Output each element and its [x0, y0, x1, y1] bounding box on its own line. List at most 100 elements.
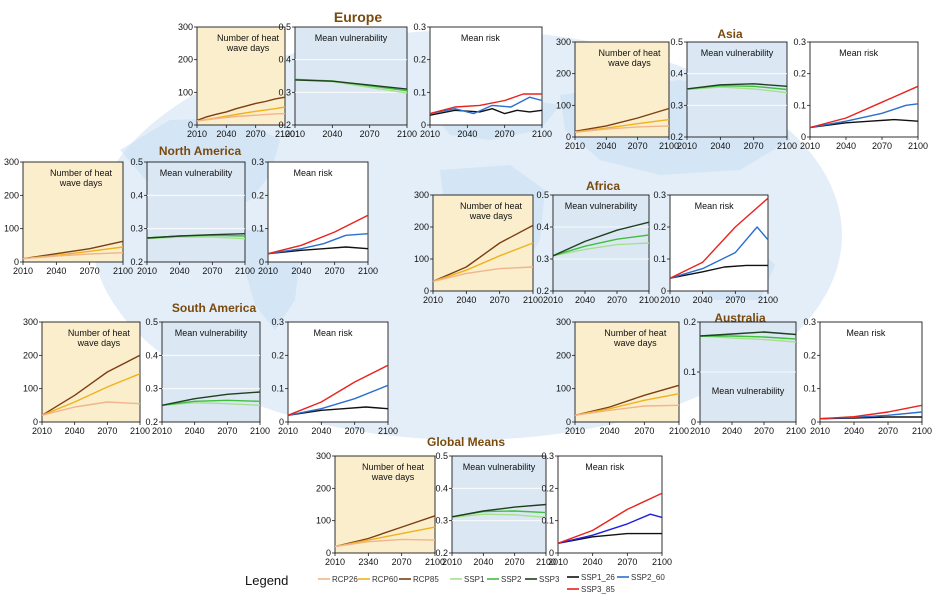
series-line-ssp3 [451, 503, 547, 518]
y-tick-label: 300 [178, 22, 193, 32]
x-tick-label: 2070 [607, 295, 627, 305]
y-tick-label: 0.1 [413, 87, 426, 97]
y-tick-label: 100 [414, 254, 429, 264]
panel-risk: 0 0.1 0.2 0.3 2010 2040 2070 2100 Mean risk [251, 157, 378, 276]
region-title: Europe [334, 9, 382, 25]
x-tick-label: 2070 [754, 426, 774, 436]
x-tick-label: 2070 [744, 141, 764, 151]
y-tick-label: 0.2 [413, 55, 426, 65]
legend-label: SSP1 [464, 575, 485, 584]
panel-title: wave days [59, 178, 103, 188]
x-tick-label: 2100 [669, 426, 689, 436]
legend-label: RCP85 [413, 575, 439, 584]
series-line-ssp1-26 [267, 246, 369, 255]
plot-area [819, 321, 923, 423]
y-tick-label: 0 [424, 286, 429, 296]
series-line-ssp2 [700, 335, 797, 340]
region-asia: Asia 0 100 200 300 2010 2040 2070 2100 Number of … [556, 27, 928, 151]
panel-title: Number of heat [460, 201, 523, 211]
series-line-rcp60 [334, 526, 436, 548]
x-tick-label: 2070 [878, 426, 898, 436]
legend-label: SSP3_85 [581, 585, 615, 594]
x-tick-label: 2070 [80, 266, 100, 276]
x-tick-label: 2070 [628, 141, 648, 151]
panel-title: Number of heat [68, 328, 131, 338]
panel-risk: 0 0.1 0.2 0.3 2010 2040 2070 2100 Mean risk [653, 190, 778, 305]
y-tick-label: 300 [556, 37, 571, 47]
y-tick-label: 200 [414, 222, 429, 232]
legend-item: SSP3 [525, 575, 560, 584]
x-tick-label: 2070 [202, 266, 222, 276]
y-tick-label: 0.5 [536, 190, 549, 200]
x-tick-label: 2010 [420, 129, 440, 139]
x-tick-label: 2010 [278, 426, 298, 436]
y-tick-label: 300 [23, 317, 38, 327]
x-tick-label: 2100 [130, 426, 150, 436]
y-tick-label: 0.2 [536, 286, 549, 296]
plot-area [161, 321, 261, 423]
x-tick-label: 2100 [912, 426, 932, 436]
panel-risk: 0 0.1 0.2 0.3 2010 2040 2070 2100 Mean risk [793, 37, 928, 151]
panel-title: Number of heat [50, 168, 113, 178]
panel-title: Number of heat [604, 328, 667, 338]
region-global-means: Global Means 0 100 200 300 2010 2340 2070 2100 Nu… [316, 435, 672, 567]
y-tick-label: 0.3 [803, 317, 816, 327]
series-line-ssp3-85 [287, 364, 389, 416]
x-tick-label: 2100 [908, 141, 928, 151]
series-line-ssp3 [146, 233, 246, 239]
series-line-rcp26 [41, 401, 141, 416]
y-tick-label: 100 [316, 516, 331, 526]
y-tick-label: 0.5 [435, 451, 448, 461]
x-tick-label: 2010 [543, 295, 563, 305]
series-line-ssp1-26 [669, 264, 768, 279]
series-line-ssp3-85 [267, 214, 369, 255]
series-line-ssp3 [686, 83, 788, 90]
x-tick-label: 2010 [565, 426, 585, 436]
series-line-ssp3-85 [809, 85, 919, 129]
series-line-rcp26 [574, 125, 670, 133]
panel-title: wave days [613, 338, 657, 348]
y-tick-label: 200 [316, 483, 331, 493]
legend-item: SSP2_60 [617, 573, 665, 582]
x-tick-label: 2070 [345, 426, 365, 436]
y-tick-label: 0.2 [145, 417, 158, 427]
series-line-ssp1-26 [809, 118, 919, 129]
y-tick-label: 0.4 [130, 190, 143, 200]
y-tick-label: 0 [801, 132, 806, 142]
y-tick-label: 100 [178, 87, 193, 97]
panel-vulnerability: 0 0.1 0.2 2010 2040 2070 2100 Mean vulnerabilit… [683, 317, 806, 436]
y-tick-label: 300 [556, 317, 571, 327]
region-australia: Australia 0 100 200 300 2010 2040 2070 2100 Numbe… [556, 311, 932, 436]
series-line-rcp85 [22, 240, 124, 260]
x-tick-label: 2040 [596, 141, 616, 151]
panel-title: Mean risk [839, 48, 879, 58]
region-south-america: South America 0 100 200 300 2010 2040 2070 2100 N… [23, 301, 398, 436]
y-tick-label: 0 [811, 417, 816, 427]
panel-title: wave days [469, 211, 513, 221]
y-tick-label: 200 [4, 190, 19, 200]
x-tick-label: 2070 [505, 557, 525, 567]
plot-area [574, 321, 680, 423]
panel-vulnerability: 0.2 0.3 0.4 0.5 2010 2040 2070 2100 Mean vulnera… [145, 317, 270, 436]
y-tick-label: 0.3 [251, 157, 264, 167]
x-tick-label: 2040 [844, 426, 864, 436]
x-tick-label: 2070 [495, 129, 515, 139]
y-tick-label: 0 [566, 132, 571, 142]
x-tick-label: 2040 [575, 295, 595, 305]
series-line-ssp3 [161, 391, 261, 406]
x-tick-label: 2100 [275, 129, 295, 139]
series-line-rcp60 [41, 373, 141, 416]
panel-title: Mean vulnerability [160, 168, 233, 178]
plot-area [287, 321, 389, 423]
series-line-ssp3 [699, 331, 797, 337]
panel-heatwave: 0 100 200 300 2010 2040 2070 2100 Number of heat… [178, 22, 295, 139]
series-line-ssp1 [552, 242, 650, 257]
panel-title: Mean vulnerability [315, 33, 388, 43]
x-tick-label: 2010 [677, 141, 697, 151]
series-line-ssp3 [552, 221, 650, 257]
x-tick-label: 2070 [634, 426, 654, 436]
y-tick-label: 0.2 [130, 257, 143, 267]
series-line-ssp2-60 [429, 96, 543, 115]
region-title: North America [159, 144, 242, 158]
panel-title: wave days [607, 58, 651, 68]
